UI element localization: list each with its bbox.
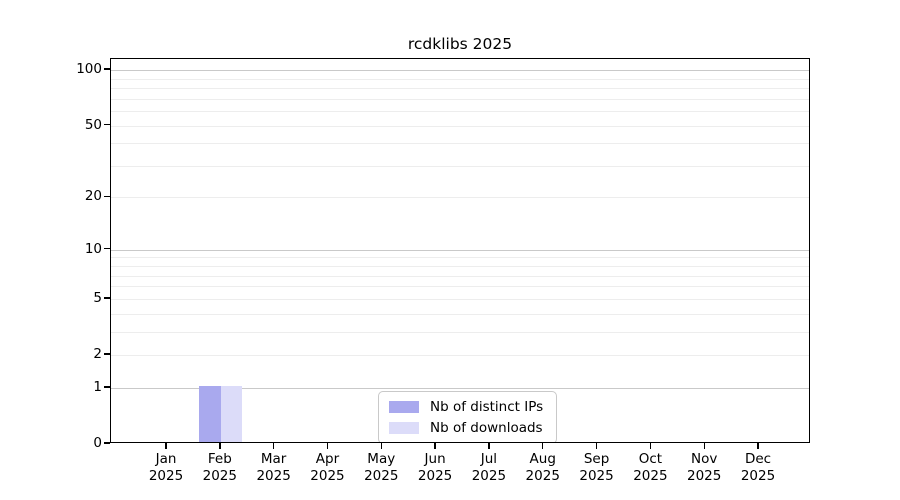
x-axis-tick: [757, 443, 759, 449]
y-axis-tick: [104, 248, 110, 250]
gridline-minor: [111, 275, 809, 277]
y-axis-tick: [104, 68, 110, 70]
y-axis-tick: [104, 353, 110, 355]
y-axis-tick-label: 20: [84, 188, 102, 205]
legend: Nb of distinct IPs Nb of downloads: [378, 391, 557, 442]
gridline-minor: [111, 165, 809, 167]
x-axis-tick: [272, 443, 275, 449]
x-axis-tick-label: May 2025: [364, 451, 399, 484]
gridline-minor: [111, 266, 809, 268]
y-axis-tick-label: 5: [93, 289, 102, 306]
bar-nb-of-downloads: [220, 385, 243, 442]
legend-label-downloads: Nb of downloads: [430, 420, 543, 436]
legend-entry-downloads: Nb of downloads: [389, 420, 546, 436]
x-axis-tick: [434, 443, 436, 449]
gridline-minor: [111, 355, 809, 356]
x-axis-tick-label: Mar 2025: [256, 451, 291, 484]
plot-area: Nb of distinct IPs Nb of downloads: [110, 58, 810, 443]
x-axis-tick-label: Sep 2025: [579, 451, 614, 484]
y-axis-tick: [104, 442, 110, 444]
y-axis-tick-label: 100: [76, 61, 102, 78]
gridline-minor: [111, 331, 809, 333]
legend-entry-distinct-ips: Nb of distinct IPs: [389, 399, 546, 415]
gridline-minor: [111, 197, 809, 199]
gridline-major: [111, 70, 809, 72]
y-axis-tick-label: 10: [84, 240, 102, 257]
y-axis-tick: [104, 195, 110, 198]
y-axis-tick-label: 2: [93, 346, 102, 362]
gridline-minor: [111, 98, 809, 100]
x-axis-tick-label: Aug 2025: [525, 451, 560, 484]
gridline-minor: [111, 88, 809, 90]
legend-swatch-downloads: [389, 422, 419, 434]
x-axis-tick: [219, 443, 221, 449]
gridline-minor: [111, 143, 809, 145]
gridline-minor: [111, 111, 809, 113]
y-axis-tick: [104, 386, 110, 388]
y-axis-tick-label: 0: [93, 435, 102, 451]
x-axis-tick: [488, 443, 490, 449]
x-axis-tick-label: Dec 2025: [740, 451, 776, 484]
y-axis-tick: [104, 297, 110, 299]
x-axis-tick: [703, 443, 705, 449]
y-axis-tick-label: 1: [93, 378, 102, 395]
gridline-minor: [111, 286, 809, 288]
x-axis-tick: [380, 443, 382, 449]
gridline-major: [111, 387, 809, 389]
x-axis-tick-label: Jul 2025: [471, 451, 507, 484]
gridline-minor: [111, 298, 809, 300]
legend-swatch-distinct-ips: [389, 401, 419, 413]
x-axis-tick-label: Jun 2025: [417, 451, 453, 484]
gridline-minor: [111, 313, 809, 315]
x-axis-tick-label: Nov 2025: [687, 451, 722, 484]
x-axis-tick-label: Apr 2025: [310, 451, 345, 484]
x-axis-tick-label: Jan 2025: [148, 451, 184, 484]
x-axis-tick: [326, 443, 329, 449]
gridline-minor: [111, 125, 809, 127]
legend-label-distinct-ips: Nb of distinct IPs: [430, 399, 544, 415]
y-axis-tick: [104, 123, 110, 126]
y-axis-tick-label: 50: [84, 116, 102, 133]
gridline-major: [111, 249, 809, 251]
x-axis-tick: [165, 443, 167, 449]
x-axis-tick: [542, 443, 544, 449]
x-axis-tick-label: Oct 2025: [633, 451, 668, 484]
gridline-minor: [111, 78, 809, 80]
chart-title: rcdklibs 2025: [407, 35, 513, 53]
x-axis-tick: [595, 443, 598, 449]
x-axis-tick: [649, 443, 652, 449]
x-axis-tick-label: Feb 2025: [202, 451, 237, 484]
gridline-minor: [111, 257, 809, 259]
bar-nb-of-distinct-ips: [199, 385, 221, 442]
